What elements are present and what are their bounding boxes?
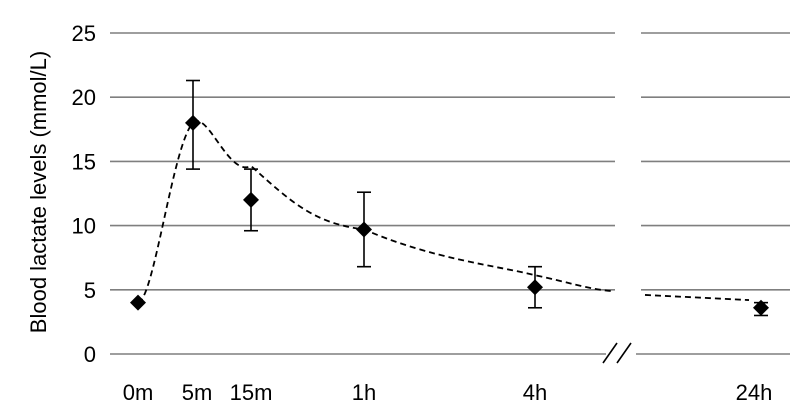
y-tick-label: 15 — [72, 149, 96, 174]
data-point — [185, 114, 201, 131]
y-tick-label: 5 — [84, 278, 96, 303]
x-tick-label: 15m — [230, 380, 273, 405]
trend-line-main — [137, 120, 614, 304]
y-axis-label: Blood lactate levels (mmol/L) — [26, 51, 51, 333]
data-point — [356, 221, 372, 238]
x-tick-label: 1h — [352, 380, 376, 405]
x-tick-label: 5m — [182, 380, 213, 405]
x-tick-label: 24h — [736, 380, 773, 405]
y-tick-label: 20 — [72, 85, 96, 110]
data-points — [130, 114, 769, 316]
error-bars — [186, 79, 768, 317]
data-point — [753, 299, 769, 316]
y-tick-label: 25 — [72, 21, 96, 46]
data-point — [243, 191, 259, 208]
y-tick-label: 10 — [72, 214, 96, 239]
x-tick-label: 4h — [523, 380, 547, 405]
y-tick-label: 0 — [84, 342, 96, 367]
axis-break-mark — [602, 342, 618, 364]
x-tick-labels: 0m 5m 15m 1h 4h 24h — [123, 380, 773, 405]
x-tick-label: 0m — [123, 380, 154, 405]
data-point — [527, 279, 543, 296]
y-tick-labels: 0 5 10 15 20 25 — [72, 21, 96, 367]
trend-line-after-break — [644, 294, 750, 301]
axis-break — [602, 342, 632, 364]
axis-break-mark — [616, 342, 632, 364]
trend-lines — [137, 120, 750, 304]
grid-lines — [110, 32, 790, 355]
data-point — [130, 294, 146, 311]
